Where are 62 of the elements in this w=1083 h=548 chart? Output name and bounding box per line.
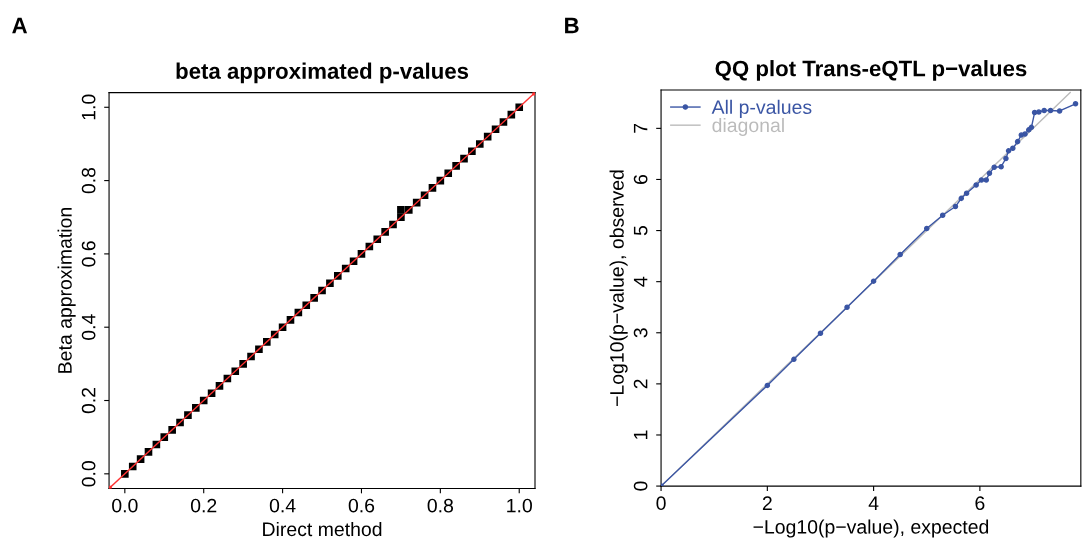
point <box>963 190 970 197</box>
y-axis-title: Beta approximation <box>57 208 76 373</box>
point <box>1003 155 1009 162</box>
text: B <box>565 17 579 34</box>
point <box>958 195 965 202</box>
y-tick-label: 6 <box>633 174 648 184</box>
y-tick-label: 0.6 <box>81 241 96 267</box>
x-tick-label: 0.2 <box>190 498 217 513</box>
y-tick-label: 5 <box>633 225 648 236</box>
point <box>952 203 959 210</box>
point <box>1036 109 1042 115</box>
y-tick-label: 7 <box>633 123 648 133</box>
point <box>1072 101 1079 107</box>
x-tick-label: 1.0 <box>507 498 532 513</box>
point <box>397 206 405 214</box>
point <box>1022 131 1028 137</box>
point <box>1014 138 1021 145</box>
x-axis-title: −Log10(p−value), expected <box>753 519 989 538</box>
y-tick-label: 2 <box>633 379 648 389</box>
point <box>870 278 877 284</box>
x-tick-label: 0.0 <box>112 498 138 513</box>
point <box>764 382 771 389</box>
x-axis-title: Direct method <box>263 521 382 537</box>
point <box>1005 148 1012 154</box>
point <box>939 212 946 219</box>
x-tick-label: 0.6 <box>348 498 375 513</box>
y-tick-label: 1 <box>633 430 648 439</box>
point <box>983 177 990 183</box>
chart-title: QQ plot Trans-eQTL p−values <box>715 60 1027 81</box>
y-tick-label: 0.4 <box>81 314 96 340</box>
point <box>923 225 930 232</box>
text: A <box>12 17 28 34</box>
chart-title: beta approximated p-values <box>176 62 469 84</box>
point <box>1056 108 1063 114</box>
point <box>817 330 824 337</box>
point <box>791 356 797 363</box>
y-tick-label: 3 <box>633 328 648 338</box>
y-tick-label: 4 <box>633 276 648 287</box>
x-tick-label: 0 <box>656 496 666 511</box>
point <box>973 182 979 188</box>
y-tick-label: 0.0 <box>81 461 96 487</box>
point <box>986 170 993 177</box>
y-axis-title: −Log10(p−value), observed <box>609 170 628 406</box>
point <box>1010 145 1016 152</box>
point <box>844 304 850 310</box>
y-tick-label: 0 <box>633 481 648 491</box>
y-tick-label: 0.2 <box>81 387 96 414</box>
point <box>1041 107 1047 114</box>
point <box>978 177 985 183</box>
x-tick-label: 2 <box>762 496 772 510</box>
x-tick-label: 0.4 <box>269 498 296 513</box>
y-tick-label: 0.8 <box>81 167 96 194</box>
y-tick-label: 1.0 <box>81 94 96 120</box>
point <box>1047 107 1054 114</box>
x-tick-label: 0.8 <box>427 498 454 513</box>
legend-label: diagonal <box>712 117 784 137</box>
legend-label: All p-values <box>711 99 812 118</box>
point <box>897 251 903 258</box>
x-tick-label: 4 <box>868 496 879 510</box>
point <box>998 163 1004 170</box>
x-tick-label: 6 <box>975 496 985 511</box>
point <box>991 164 998 170</box>
